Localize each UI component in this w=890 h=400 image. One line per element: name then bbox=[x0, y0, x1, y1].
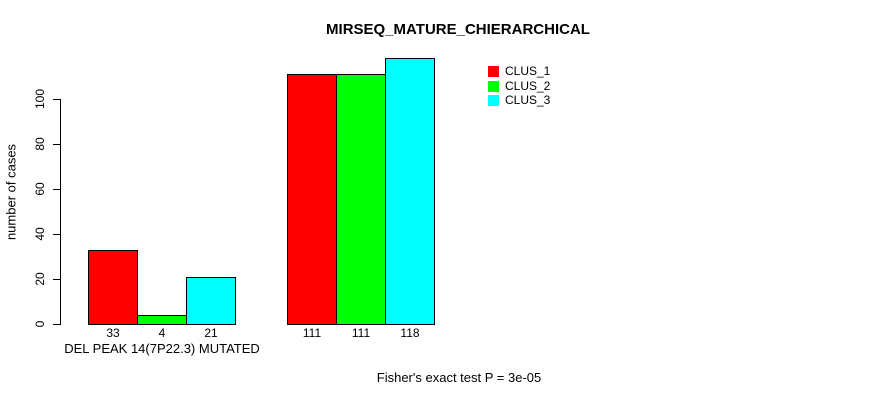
legend-swatch bbox=[488, 80, 499, 92]
legend-label: CLUS_1 bbox=[505, 64, 551, 78]
y-tick-label: 0 bbox=[33, 320, 47, 328]
y-tick bbox=[53, 144, 60, 145]
bar bbox=[336, 74, 386, 325]
x-category-label: DEL PEAK 14(7P22.3) MUTATED bbox=[64, 341, 260, 356]
y-tick bbox=[53, 189, 60, 190]
bar bbox=[137, 315, 187, 325]
y-axis-label: number of cases bbox=[3, 143, 19, 241]
y-tick bbox=[53, 234, 60, 235]
y-axis-line bbox=[60, 99, 61, 325]
bar-value-label: 33 bbox=[106, 326, 120, 340]
y-tick-label: 40 bbox=[33, 227, 47, 241]
legend-label: CLUS_3 bbox=[505, 93, 551, 107]
legend-swatch bbox=[488, 66, 499, 77]
chart-title: MIRSEQ_MATURE_CHIERARCHICAL bbox=[326, 21, 590, 38]
y-tick-label: 80 bbox=[33, 137, 47, 151]
bar-value-label: 111 bbox=[302, 326, 322, 340]
bar bbox=[385, 58, 435, 325]
legend-swatch bbox=[488, 95, 499, 106]
y-tick-label: 60 bbox=[33, 182, 47, 196]
y-tick bbox=[53, 99, 60, 100]
bar-value-label: 118 bbox=[400, 326, 420, 340]
bar bbox=[287, 74, 337, 325]
bar-value-label: 21 bbox=[204, 326, 218, 340]
legend-label: CLUS_2 bbox=[505, 78, 551, 93]
y-tick bbox=[53, 324, 60, 325]
bar-value-label: 4 bbox=[158, 326, 166, 340]
y-tick-label: 100 bbox=[33, 88, 47, 110]
bar bbox=[88, 250, 138, 325]
y-tick bbox=[53, 279, 60, 280]
footer-caption: Fisher's exact test P = 3e-05 bbox=[376, 370, 542, 385]
bar bbox=[186, 277, 236, 325]
bar-value-label: 111 bbox=[351, 326, 371, 340]
y-tick-label: 20 bbox=[33, 272, 47, 286]
